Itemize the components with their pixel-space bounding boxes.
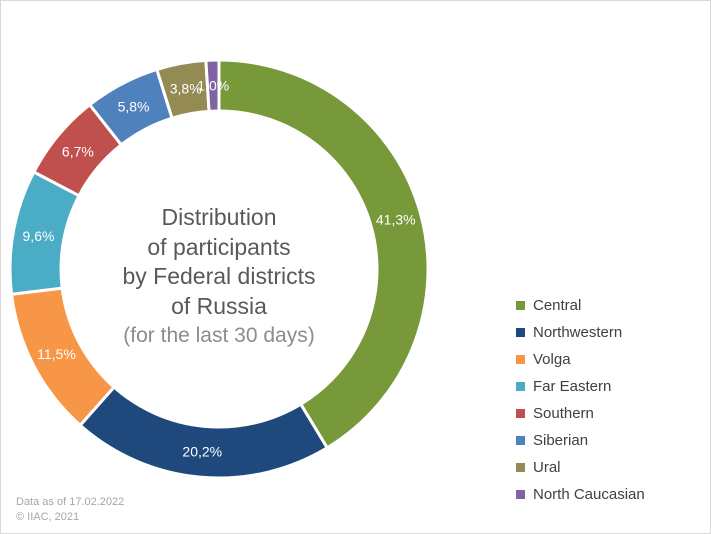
legend-item-far-eastern[interactable]: Far Eastern [516, 373, 645, 400]
chart-title: Distribution of participants by Federal … [99, 203, 339, 351]
title-line: by Federal districts [122, 263, 316, 289]
slice-northwestern[interactable] [78, 384, 330, 480]
data-label-north-caucasian: 1,0% [197, 78, 229, 94]
data-label-northwestern: 20,2% [182, 444, 222, 460]
data-label-siberian: 5,8% [118, 99, 150, 115]
data-label-ural: 3,8% [170, 81, 202, 97]
legend-item-northwestern[interactable]: Northwestern [516, 319, 645, 346]
title-line: Distribution [161, 204, 277, 230]
legend-label: Central [533, 297, 582, 314]
legend-label: Southern [533, 405, 594, 422]
legend-swatch [516, 382, 525, 391]
slice-central[interactable] [217, 58, 430, 450]
legend-item-ural[interactable]: Ural [516, 454, 645, 481]
legend: Central Northwestern Volga Far Eastern S… [516, 292, 645, 508]
slice-north-caucasian[interactable] [204, 58, 221, 113]
legend-label: Ural [533, 459, 561, 476]
data-label-far-eastern: 9,6% [23, 228, 55, 244]
legend-item-volga[interactable]: Volga [516, 346, 645, 373]
legend-swatch [516, 409, 525, 418]
title-line: of Russia [171, 292, 267, 319]
legend-swatch [516, 463, 525, 472]
legend-item-siberian[interactable]: Siberian [516, 427, 645, 454]
legend-swatch [516, 328, 525, 337]
donut-slices [8, 58, 430, 480]
legend-label: Northwestern [533, 324, 623, 341]
legend-label: Siberian [533, 432, 589, 449]
legend-item-central[interactable]: Central [516, 292, 645, 319]
data-label-central: 41,3% [376, 212, 416, 228]
title-line: of participants [147, 233, 291, 260]
legend-label: Volga [533, 351, 571, 368]
chart-subtitle: (for the last 30 days) [123, 324, 315, 347]
footer: Data as of 17.02.2022 © IIAC, 2021 [16, 495, 124, 525]
legend-item-southern[interactable]: Southern [516, 400, 645, 427]
data-label-southern: 6,7% [62, 144, 94, 160]
legend-swatch [516, 301, 525, 310]
legend-label: Far Eastern [533, 378, 612, 395]
data-date-note: Data as of 17.02.2022 [16, 496, 125, 508]
data-labels: 41,3% 20,2% 11,5% 9,6% 6,7% 5,8% 3,8%1,0% [23, 78, 416, 460]
copyright-note: © IIAC, 2021 [16, 511, 80, 523]
data-label-volga: 11,5% [37, 346, 76, 362]
legend-swatch [516, 490, 525, 499]
legend-swatch [516, 355, 525, 364]
legend-label: North Caucasian [533, 486, 645, 503]
legend-item-north-caucasian[interactable]: North Caucasian [516, 481, 645, 508]
legend-swatch [516, 436, 525, 445]
